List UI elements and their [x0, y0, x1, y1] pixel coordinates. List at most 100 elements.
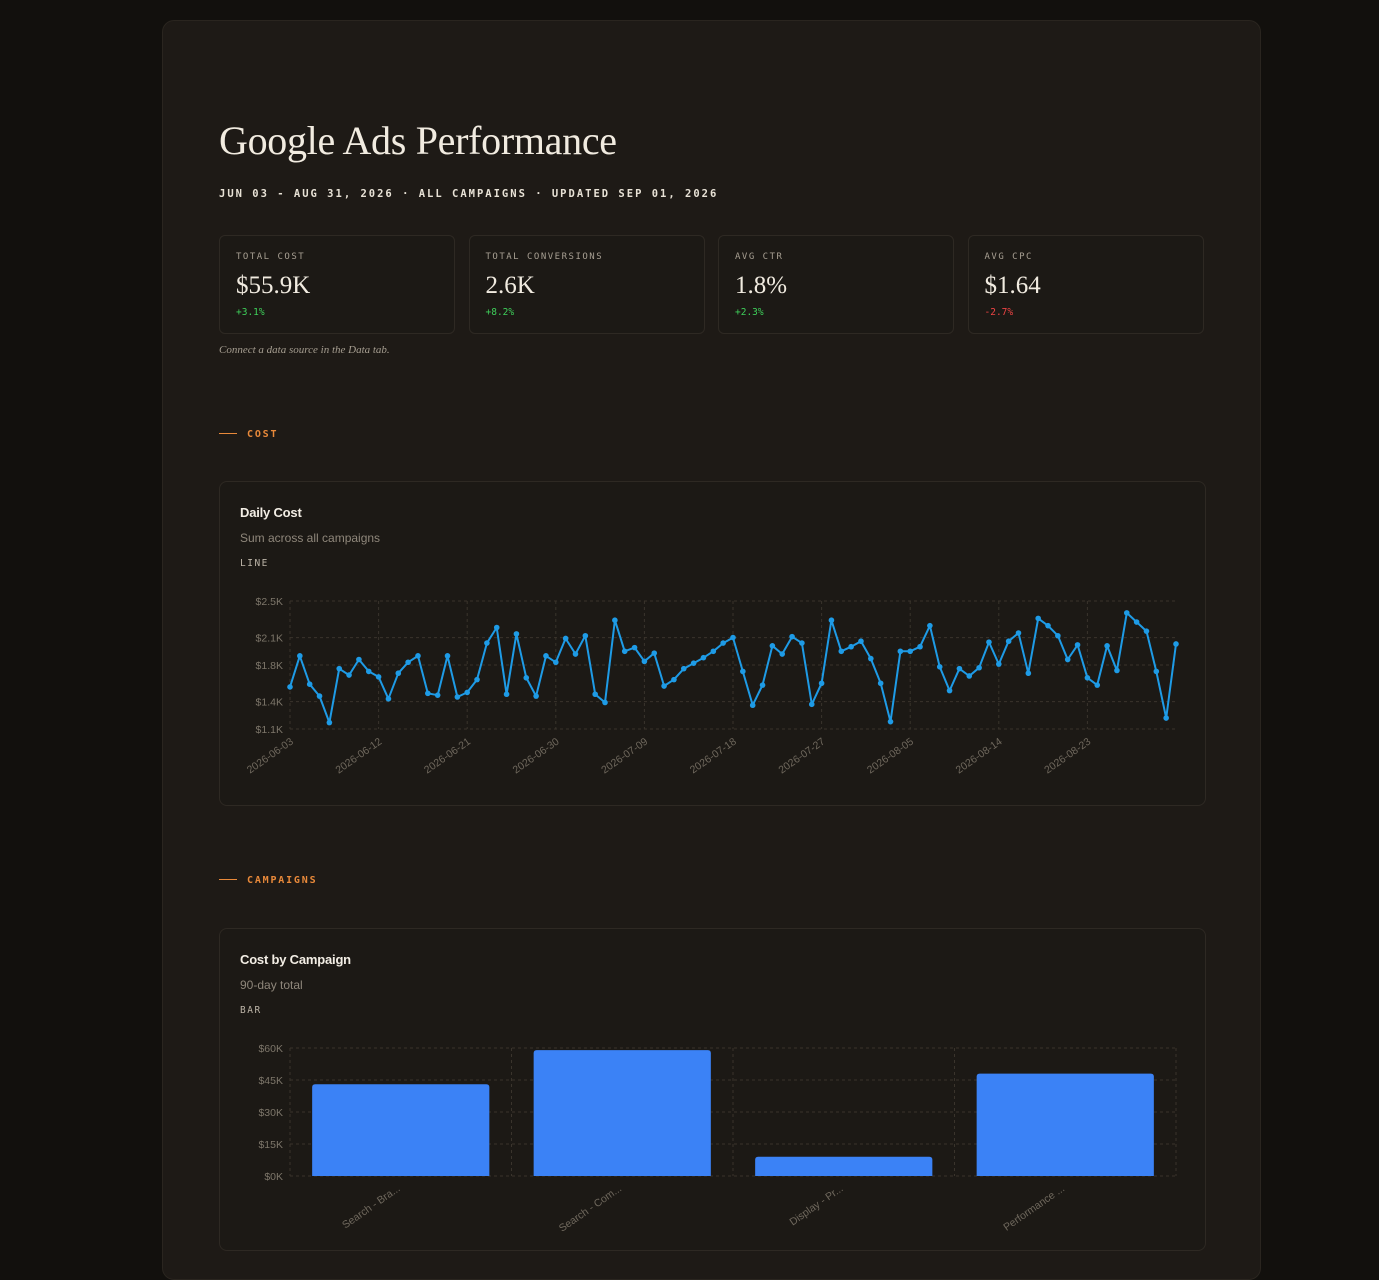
data-point	[375, 674, 382, 680]
section-dash	[219, 878, 237, 880]
x-tick-label: 2026-07-18	[688, 736, 739, 777]
bar	[976, 1073, 1154, 1176]
data-point	[907, 648, 913, 655]
kpi-delta: +2.3%	[735, 307, 764, 318]
page-subtitle: JUN 03 - AUG 31, 2026 · ALL CAMPAIGNS · …	[219, 188, 719, 200]
kpi-delta: +3.1%	[236, 307, 265, 318]
data-point	[700, 654, 707, 661]
data-point	[1025, 670, 1032, 677]
data-point	[1133, 619, 1140, 625]
data-point	[671, 676, 677, 683]
data-source-note: Connect a data source in the Data tab.	[219, 344, 390, 356]
data-point	[513, 631, 520, 637]
y-tick-label: $1.4K	[256, 697, 283, 709]
kpi-card-total-conversions[interactable]: TOTAL CONVERSIONS 2.6K +8.2%	[468, 235, 705, 334]
bar	[533, 1050, 711, 1176]
kpi-delta: +8.2%	[485, 307, 515, 318]
data-point	[434, 692, 441, 698]
chart-card-daily-cost: Daily Cost Sum across all campaigns LINE…	[219, 481, 1206, 806]
data-point	[749, 702, 756, 709]
chart-card-cost-by-campaign: Cost by Campaign 90-day total BAR $0K $15…	[219, 928, 1206, 1251]
data-point	[582, 632, 589, 639]
data-point	[621, 648, 628, 655]
data-point	[306, 681, 313, 687]
data-point	[897, 648, 904, 655]
data-point	[641, 658, 648, 665]
chart-title: Daily Cost	[240, 505, 302, 520]
kpi-label: AVG CTR	[735, 252, 784, 262]
data-point	[956, 665, 963, 672]
y-tick-label: $2.5K	[256, 596, 283, 608]
data-point	[612, 617, 618, 623]
data-point	[503, 691, 510, 698]
data-point	[1114, 667, 1120, 674]
daily-cost-line-chart[interactable]: $1.1K $1.4K $1.8K $2.1K $2.5K 2026-06-03 2026-…	[220, 482, 1207, 807]
data-point	[1015, 630, 1022, 636]
data-point	[887, 718, 894, 725]
data-point	[316, 693, 323, 699]
data-point	[1173, 641, 1179, 647]
kpi-value: $55.9K	[236, 272, 311, 299]
cost-by-campaign-bar-chart[interactable]: $0K $15K $30K $45K $60K Search - Bra... Search…	[220, 929, 1207, 1252]
data-point	[346, 672, 352, 678]
data-point	[877, 680, 884, 687]
kpi-label: TOTAL CONVERSIONS	[485, 252, 604, 262]
bar	[312, 1084, 490, 1176]
data-point	[838, 648, 845, 655]
y-tick-label: $1.1K	[256, 724, 283, 736]
kpi-value: 2.6K	[485, 272, 535, 299]
data-point	[976, 664, 982, 671]
x-tick-label: 2026-08-14	[954, 736, 1005, 777]
data-point	[917, 643, 923, 650]
data-point	[356, 656, 362, 663]
data-point	[1094, 682, 1101, 688]
data-point	[1055, 632, 1061, 639]
data-point	[946, 687, 953, 694]
data-point	[680, 665, 687, 672]
kpi-delta: -2.7%	[984, 307, 1014, 318]
data-point	[523, 675, 530, 681]
chart-subtitle: Sum across all campaigns	[240, 531, 381, 545]
data-point	[385, 696, 392, 702]
data-point	[425, 690, 431, 697]
data-point	[1074, 642, 1081, 648]
x-tick-label: 2026-07-27	[776, 736, 827, 777]
chart-type-label: BAR	[240, 1005, 262, 1016]
data-point	[996, 661, 1002, 667]
y-tick-label: $0K	[264, 1171, 283, 1183]
kpi-card-avg-ctr[interactable]: AVG CTR 1.8% +2.3%	[718, 235, 954, 334]
section-label-text: CAMPAIGNS	[247, 875, 318, 886]
data-point	[927, 622, 933, 629]
kpi-value: $1.64	[984, 272, 1041, 299]
data-point	[730, 634, 736, 641]
data-point	[553, 659, 559, 666]
data-point	[454, 694, 461, 700]
data-point	[1163, 715, 1169, 721]
data-point	[444, 653, 451, 659]
data-point	[799, 640, 805, 646]
x-tick-label: Display - Pr...	[787, 1183, 845, 1229]
kpi-card-total-cost[interactable]: TOTAL COST $55.9K +3.1%	[219, 235, 455, 334]
x-tick-label: Search - Com...	[557, 1183, 624, 1235]
data-point	[592, 691, 598, 698]
data-point	[818, 680, 825, 687]
y-tick-label: $15K	[258, 1139, 283, 1151]
kpi-value: 1.8%	[735, 272, 788, 299]
data-point	[297, 653, 303, 659]
kpi-card-avg-cpc[interactable]: AVG CPC $1.64 -2.7%	[967, 235, 1204, 334]
data-point	[572, 651, 579, 657]
section-label-text: COST	[247, 429, 279, 440]
kpi-label: TOTAL COST	[236, 252, 306, 262]
x-tick-label: 2026-08-05	[865, 736, 916, 777]
data-point	[828, 617, 835, 623]
data-point	[1064, 656, 1071, 663]
data-point	[848, 643, 854, 650]
data-point	[789, 633, 795, 640]
kpi-row: TOTAL COST $55.9K +3.1% TOTAL CONVERSION…	[219, 235, 1206, 335]
data-point	[543, 653, 549, 659]
data-point	[1123, 610, 1130, 616]
data-point	[415, 653, 421, 659]
data-point	[631, 644, 638, 651]
section-dash	[219, 432, 237, 434]
data-point	[740, 668, 746, 675]
